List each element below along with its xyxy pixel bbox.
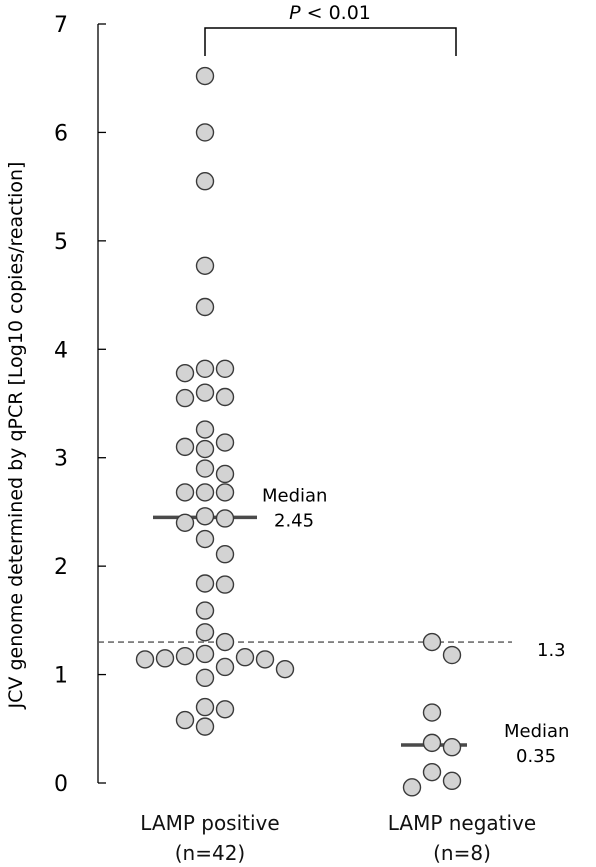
point-lamp-positive-15 — [195, 459, 215, 478]
point-lamp-positive-4 — [195, 297, 215, 317]
point-lamp-positive-38 — [195, 668, 215, 688]
point-lamp-positive-9 — [215, 387, 235, 407]
point-lamp-negative-2 — [422, 703, 442, 722]
point-lamp-negative-3 — [422, 733, 442, 753]
y-tick-label-7: 7 — [54, 13, 68, 38]
point-lamp-positive-39 — [195, 697, 215, 717]
point-lamp-positive-41 — [175, 710, 195, 730]
point-lamp-positive-10 — [175, 388, 195, 408]
point-lamp-positive-34 — [255, 650, 275, 669]
point-lamp-positive-7 — [175, 363, 195, 383]
point-lamp-positive-20 — [195, 507, 215, 526]
point-lamp-negative-0 — [422, 632, 442, 652]
point-lamp-positive-12 — [215, 433, 235, 452]
significance-label: P < 0.01 — [289, 2, 371, 24]
category-label-0: LAMP positive — [140, 811, 279, 835]
point-lamp-positive-14 — [195, 439, 215, 459]
point-lamp-negative-1 — [442, 645, 462, 665]
reference-line: 1.3 — [98, 640, 566, 661]
point-lamp-positive-22 — [175, 513, 195, 532]
y-tick-label-2: 2 — [54, 555, 68, 580]
point-lamp-positive-16 — [215, 464, 235, 484]
point-lamp-negative-7 — [402, 778, 422, 797]
category-n-0: (n=42) — [175, 841, 246, 865]
category-label-1: LAMP negative — [388, 811, 536, 835]
y-axis: 0 1 2 3 4 5 6 7 — [54, 13, 106, 797]
point-lamp-positive-37 — [275, 659, 295, 679]
y-tick-label-6: 6 — [54, 121, 68, 146]
point-lamp-positive-19 — [175, 483, 195, 502]
y-tick-label-3: 3 — [54, 447, 68, 472]
significance-threshold: < 0.01 — [301, 2, 371, 24]
point-lamp-positive-40 — [215, 700, 235, 719]
point-lamp-positive-30 — [195, 644, 215, 664]
significance-p: P — [289, 2, 301, 24]
data-points — [135, 66, 462, 797]
y-axis-label: JCV genome determined by qPCR [Log10 cop… — [5, 162, 27, 710]
y-tick-label-5: 5 — [54, 230, 68, 255]
point-lamp-positive-0 — [195, 66, 215, 86]
point-lamp-positive-24 — [215, 545, 235, 564]
point-lamp-positive-33 — [155, 649, 175, 668]
point-lamp-positive-18 — [215, 483, 235, 502]
median-label-1: Median — [504, 721, 569, 742]
point-lamp-positive-6 — [215, 359, 235, 379]
point-lamp-positive-31 — [175, 646, 195, 666]
point-lamp-negative-4 — [442, 738, 462, 757]
y-tick-label-4: 4 — [54, 338, 68, 363]
median-lines: Median 2.45 Median 0.35 — [153, 485, 569, 767]
point-lamp-positive-25 — [195, 574, 215, 593]
point-lamp-positive-28 — [195, 623, 215, 642]
bracket-line — [204, 27, 457, 56]
reference-line-label: 1.3 — [537, 640, 566, 661]
point-lamp-positive-2 — [195, 172, 215, 191]
point-lamp-positive-27 — [195, 601, 215, 620]
point-lamp-positive-42 — [195, 717, 215, 736]
point-lamp-positive-5 — [195, 359, 215, 379]
y-tick-label-1: 1 — [54, 664, 68, 689]
point-lamp-positive-13 — [175, 437, 195, 457]
point-lamp-positive-3 — [195, 256, 215, 275]
category-labels: LAMP positive (n=42) LAMP negative (n=8) — [140, 811, 536, 865]
point-lamp-positive-35 — [135, 650, 155, 669]
median-value-0: 2.45 — [274, 510, 314, 531]
point-lamp-positive-23 — [195, 529, 215, 549]
point-lamp-positive-11 — [195, 420, 215, 439]
median-value-1: 0.35 — [516, 746, 556, 767]
point-lamp-positive-29 — [215, 632, 235, 652]
point-lamp-positive-17 — [195, 483, 215, 502]
median-label-0: Median — [262, 485, 327, 506]
point-lamp-positive-32 — [235, 648, 255, 667]
point-lamp-positive-1 — [195, 123, 215, 142]
point-lamp-negative-5 — [422, 762, 442, 782]
category-n-1: (n=8) — [433, 841, 491, 865]
significance-bracket: P < 0.01 — [204, 2, 457, 56]
point-lamp-positive-21 — [215, 509, 235, 528]
point-lamp-positive-36 — [215, 657, 235, 677]
point-lamp-negative-6 — [442, 771, 462, 791]
point-lamp-positive-26 — [215, 575, 235, 594]
point-lamp-positive-8 — [195, 383, 215, 402]
y-tick-label-0: 0 — [54, 772, 68, 797]
